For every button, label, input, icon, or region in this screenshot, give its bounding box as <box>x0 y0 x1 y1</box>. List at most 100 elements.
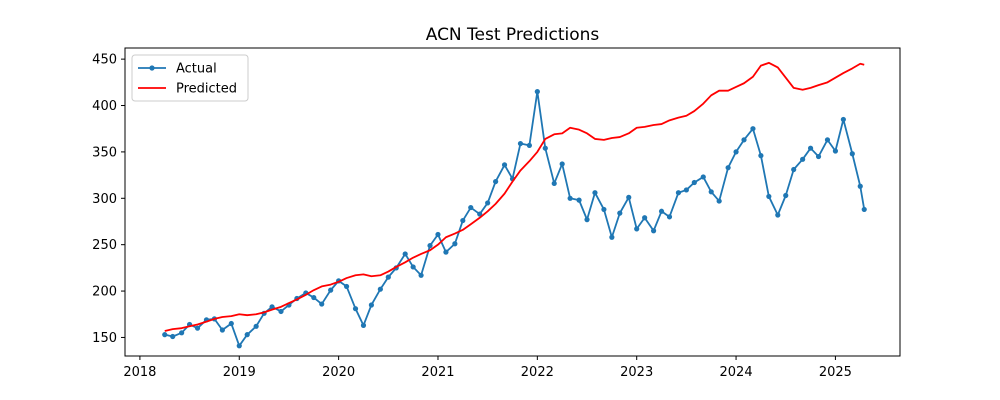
data-point-actual <box>559 161 565 167</box>
data-point-actual <box>253 323 259 329</box>
data-point-actual <box>468 204 474 211</box>
data-point-actual <box>815 153 822 160</box>
data-point-actual <box>634 226 640 232</box>
y-tick-label: 450 <box>92 53 117 68</box>
series-predicted <box>164 61 865 332</box>
data-point-actual <box>352 306 359 312</box>
data-point-actual <box>617 210 623 216</box>
data-point-actual <box>526 142 532 149</box>
x-tick-label: 2018 <box>123 365 156 380</box>
data-point-actual <box>418 272 424 278</box>
data-point-actual <box>162 332 168 338</box>
series-line-predicted <box>164 61 865 332</box>
data-point-actual <box>716 198 722 204</box>
data-point-actual <box>800 156 806 162</box>
y-tick-label: 350 <box>92 145 117 160</box>
data-point-actual <box>194 325 201 331</box>
data-point-actual <box>758 153 764 159</box>
data-point-actual <box>783 192 789 199</box>
data-point-actual <box>501 162 508 168</box>
data-point-actual <box>857 183 863 189</box>
data-point-actual <box>691 179 697 186</box>
plot-series <box>162 61 867 349</box>
x-tick-label: 2023 <box>620 365 653 380</box>
data-point-actual <box>385 274 391 280</box>
y-tick-label: 300 <box>92 192 117 207</box>
data-point-actual <box>609 234 615 240</box>
data-point-actual <box>452 241 458 247</box>
data-point-actual <box>493 178 499 185</box>
data-point-actual <box>360 322 367 328</box>
data-point-actual <box>683 187 689 193</box>
data-point-actual <box>775 212 781 218</box>
data-point-actual <box>269 304 275 310</box>
data-point-actual <box>236 343 242 349</box>
data-point-actual <box>402 251 408 257</box>
legend-marker-actual <box>149 65 155 71</box>
data-point-actual <box>343 283 350 290</box>
x-tick-label: 2025 <box>819 365 852 380</box>
data-point-actual <box>328 287 334 293</box>
data-point-actual <box>840 116 846 123</box>
data-point-actual <box>733 149 739 155</box>
data-point-actual <box>228 320 234 327</box>
data-point-actual <box>427 243 433 249</box>
x-tick-label: 2022 <box>521 365 554 380</box>
legend: Actual Predicted <box>131 54 249 102</box>
data-point-actual <box>849 151 855 157</box>
data-point-actual <box>725 165 731 171</box>
data-point-actual <box>517 140 524 147</box>
data-point-actual <box>319 301 325 307</box>
y-axis: 150 200 250 300 350 400 450 <box>92 53 125 346</box>
x-tick-label: 2021 <box>421 365 454 380</box>
x-tick-label: 2024 <box>720 365 753 380</box>
data-point-actual <box>368 302 375 308</box>
data-point-actual <box>750 126 756 132</box>
data-point-actual <box>766 193 772 200</box>
data-point-actual <box>278 308 284 315</box>
data-point-actual <box>179 330 185 336</box>
data-point-actual <box>791 166 797 173</box>
legend-label-actual: Actual <box>176 62 217 77</box>
data-point-actual <box>658 208 665 214</box>
data-point-actual <box>460 217 466 224</box>
plot-frame <box>124 47 901 357</box>
data-point-actual <box>675 190 682 196</box>
data-point-actual <box>485 200 491 206</box>
data-point-actual <box>592 190 598 196</box>
x-tick-label: 2020 <box>322 365 355 380</box>
x-axis: 2018 2019 2020 2021 2022 2023 2024 2025 <box>123 356 852 380</box>
data-point-actual <box>567 195 573 201</box>
y-tick-label: 400 <box>92 99 117 114</box>
data-point-actual <box>377 286 383 292</box>
data-point-actual <box>576 197 582 203</box>
series-actual <box>162 89 867 349</box>
data-point-actual <box>443 249 449 255</box>
data-point-actual <box>666 214 673 220</box>
data-point-actual <box>708 189 714 195</box>
legend-label-predicted: Predicted <box>176 82 237 97</box>
data-point-actual <box>832 148 839 154</box>
x-tick-label: 2019 <box>223 365 256 380</box>
data-point-actual <box>410 264 416 270</box>
data-point-actual <box>700 174 706 180</box>
data-point-actual <box>311 294 317 301</box>
data-point-actual <box>650 228 657 234</box>
data-point-actual <box>824 137 831 143</box>
chart-title: ACN Test Predictions <box>426 25 600 45</box>
data-point-actual <box>534 89 540 95</box>
data-point-actual <box>741 137 747 143</box>
legend-box <box>131 54 249 102</box>
y-tick-label: 200 <box>92 285 117 300</box>
data-point-actual <box>807 145 814 151</box>
data-point-actual <box>170 333 176 340</box>
data-point-actual <box>584 217 590 223</box>
data-point-actual <box>219 327 225 333</box>
y-tick-label: 250 <box>92 238 117 253</box>
data-point-actual <box>244 332 250 338</box>
data-point-actual <box>601 206 607 213</box>
data-point-actual <box>542 145 548 151</box>
data-point-actual <box>551 180 557 187</box>
data-point-actual <box>477 211 483 217</box>
